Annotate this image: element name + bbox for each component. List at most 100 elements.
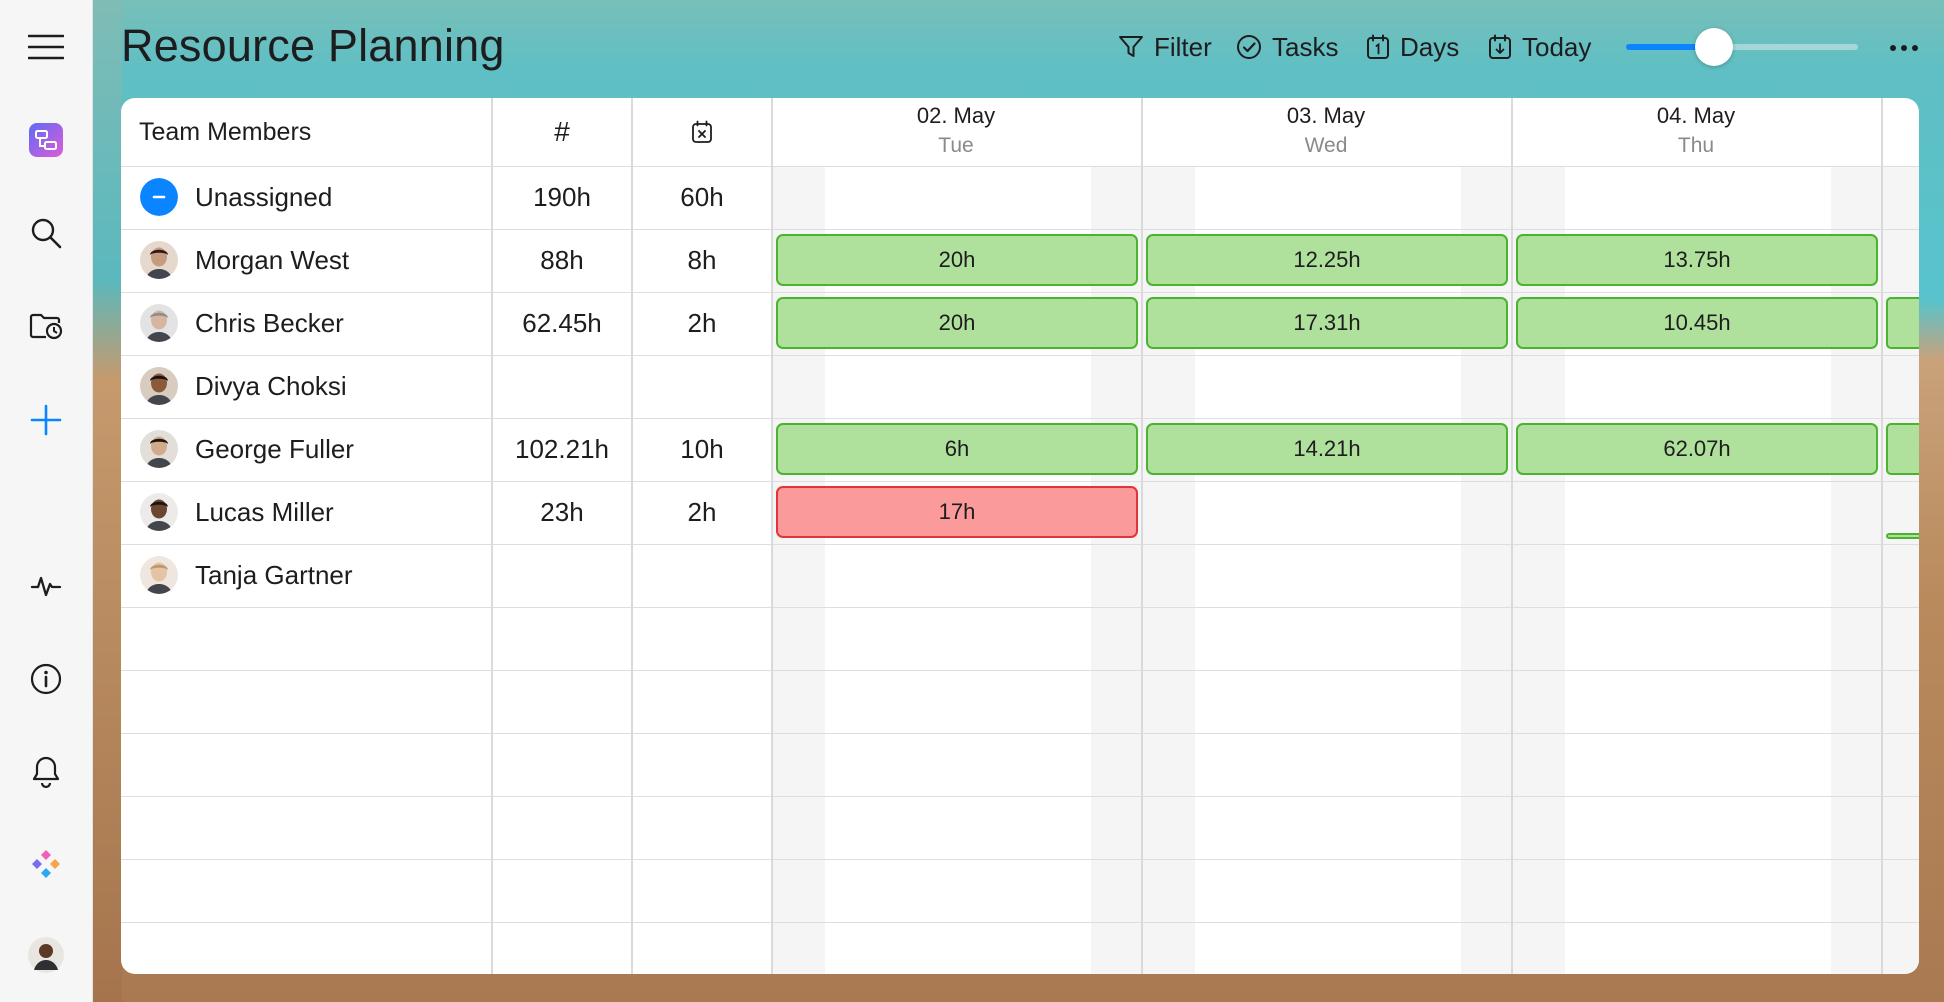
day-date: 02. May <box>916 103 996 128</box>
member-name: George Fuller <box>195 433 354 464</box>
absence-hours: 60h <box>680 182 724 212</box>
avatar <box>140 304 178 342</box>
day-header[interactable]: 03. May Wed <box>1141 98 1511 166</box>
allocation-bar[interactable]: 20h <box>776 234 1138 286</box>
calendar-one-icon <box>1367 34 1389 59</box>
zoom-thumb[interactable] <box>1695 28 1734 66</box>
total-hours-header-label: # <box>554 116 570 147</box>
allocation-bar-overflow[interactable] <box>1886 533 1919 539</box>
allocation-bar[interactable]: 10.45h <box>1516 297 1878 349</box>
filter-button[interactable]: Filter <box>1118 26 1212 68</box>
column-divider <box>1881 98 1883 974</box>
column-divider <box>1141 98 1143 974</box>
background-wallpaper <box>92 0 122 1002</box>
search-icon[interactable] <box>0 213 92 253</box>
tasks-button[interactable]: Tasks <box>1236 26 1338 68</box>
row-divider <box>121 796 1919 797</box>
member-name: Morgan West <box>195 244 350 275</box>
day-shade-end <box>1461 166 1511 974</box>
day-weekday: Thu <box>1677 134 1715 157</box>
day-weekday: Wed <box>1304 134 1348 157</box>
info-icon[interactable] <box>0 659 92 699</box>
page-title: Resource Planning <box>121 20 505 71</box>
allocation-bar[interactable]: 17h <box>776 486 1138 538</box>
diamonds-logo-icon[interactable] <box>0 846 92 886</box>
more-options-button[interactable] <box>1886 30 1922 66</box>
planner-app-icon[interactable] <box>0 120 92 160</box>
ellipsis-icon <box>1890 45 1918 51</box>
avatar <box>140 430 178 468</box>
row-divider <box>121 859 1919 860</box>
row-divider <box>121 418 1919 419</box>
absence-header[interactable] <box>633 98 771 166</box>
row-divider <box>121 607 1919 608</box>
grid-area: Team Members # 02. May Tue 03. May Wed 04. M… <box>121 98 1919 974</box>
day-shade-start <box>1513 166 1565 974</box>
member-name: Divya Choksi <box>195 370 347 401</box>
row-divider <box>121 481 1919 482</box>
day-weekday: Tue <box>938 134 974 157</box>
day-shade-start <box>1883 166 1919 974</box>
day-header[interactable]: 04. May Thu <box>1511 98 1881 166</box>
day-shade-start <box>773 166 825 974</box>
filter-icon <box>1119 36 1143 57</box>
member-name: Chris Becker <box>195 307 344 338</box>
menu-icon[interactable] <box>0 27 92 67</box>
avatar <box>140 367 178 405</box>
team-member-row[interactable]: George Fuller <box>121 418 491 480</box>
allocation-bar[interactable]: 6h <box>776 423 1138 475</box>
plus-icon[interactable] <box>0 400 92 440</box>
calendar-down-icon <box>1489 34 1511 59</box>
zoom-slider[interactable] <box>1626 28 1858 66</box>
calendar-x-icon <box>692 120 712 143</box>
days-label: Days <box>1400 31 1460 62</box>
user-avatar[interactable] <box>0 935 92 975</box>
total-hours: 62.45h <box>522 308 602 338</box>
team-member-row[interactable]: Chris Becker <box>121 292 491 354</box>
column-divider <box>771 98 773 974</box>
team-member-row[interactable]: Lucas Miller <box>121 481 491 543</box>
team-member-row[interactable]: Morgan West <box>121 229 491 291</box>
total-hours: 102.21h <box>515 434 609 464</box>
absence-hours: 10h <box>680 434 724 464</box>
member-name: Tanja Gartner <box>195 559 353 590</box>
allocation-bar-overflow[interactable] <box>1886 423 1919 475</box>
day-shade-start <box>1143 166 1195 974</box>
today-button[interactable]: Today <box>1488 26 1591 68</box>
row-divider <box>121 733 1919 734</box>
zoom-track <box>1626 44 1858 50</box>
activity-icon[interactable] <box>0 566 92 606</box>
allocation-bar[interactable]: 62.07h <box>1516 423 1878 475</box>
total-hours: 88h <box>540 245 584 275</box>
team-member-row[interactable]: Tanja Gartner <box>121 544 491 606</box>
filter-label: Filter <box>1154 31 1212 62</box>
day-shade-end <box>1091 166 1141 974</box>
day-shade-end <box>1831 166 1881 974</box>
allocation-bar[interactable]: 13.75h <box>1516 234 1878 286</box>
total-hours-header[interactable]: # <box>493 98 631 166</box>
row-divider <box>121 670 1919 671</box>
total-hours: 190h <box>533 182 591 212</box>
avatar <box>140 493 178 531</box>
day-date: 03. May <box>1286 103 1366 128</box>
folder-clock-icon[interactable] <box>0 306 92 346</box>
tasks-label: Tasks <box>1272 31 1339 62</box>
allocation-bar[interactable]: 14.21h <box>1146 423 1508 475</box>
row-divider <box>121 166 1919 167</box>
days-button[interactable]: Days <box>1366 26 1459 68</box>
team-members-header[interactable]: Team Members <box>139 98 489 166</box>
team-member-row[interactable]: Unassigned <box>121 166 491 228</box>
team-member-row[interactable]: Divya Choksi <box>121 355 491 417</box>
allocation-bar[interactable]: 20h <box>776 297 1138 349</box>
day-header[interactable]: 02. May Tue <box>771 98 1141 166</box>
member-name: Lucas Miller <box>195 496 334 527</box>
row-divider <box>121 355 1919 356</box>
bell-icon[interactable] <box>0 752 92 792</box>
check-circle-icon <box>1237 35 1261 59</box>
column-divider <box>1511 98 1513 974</box>
column-divider <box>491 98 493 974</box>
allocation-bar[interactable]: 17.31h <box>1146 297 1508 349</box>
row-divider <box>121 544 1919 545</box>
allocation-bar-overflow[interactable] <box>1886 297 1919 349</box>
allocation-bar[interactable]: 12.25h <box>1146 234 1508 286</box>
